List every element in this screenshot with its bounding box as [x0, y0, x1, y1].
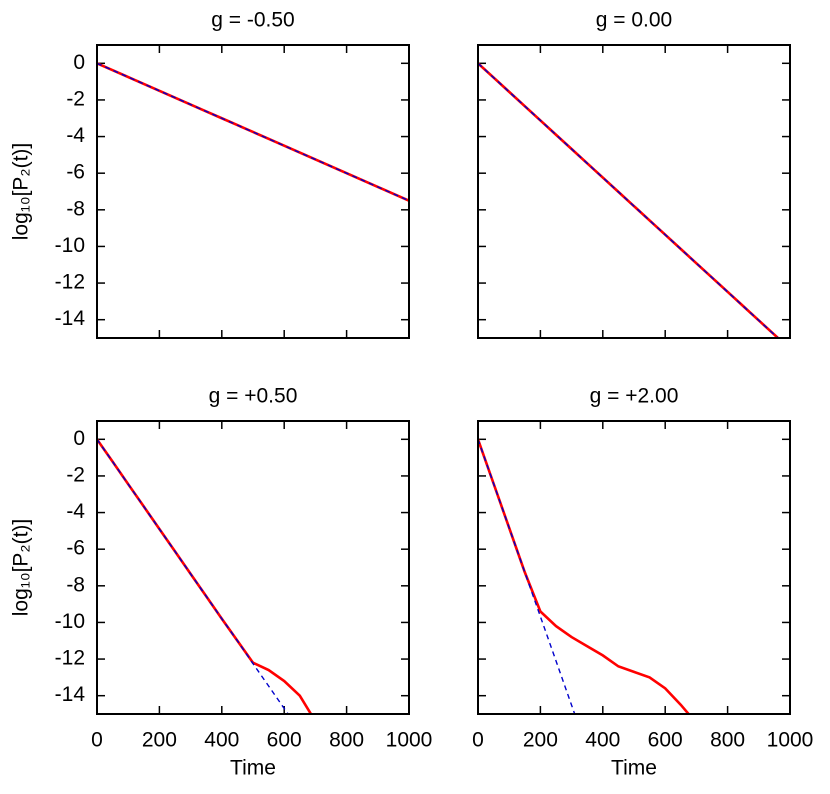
- y-tick-label: -2: [66, 463, 85, 486]
- y-tick-label: -14: [55, 307, 86, 330]
- y-tick-label: 0: [73, 51, 85, 74]
- panel: g = -0.50 log₁₀[P₂(t)] 0 -2 -4 -6 -8 -10 -12 -14: [10, 9, 410, 339]
- plot-frame: [96, 420, 410, 715]
- y-tick-label: -4: [66, 124, 85, 147]
- x-tick-label: 200: [142, 729, 177, 752]
- panel-title: g = +2.00: [590, 385, 679, 408]
- x-tick-label: 600: [267, 729, 302, 752]
- y-tick-label: -12: [55, 271, 85, 294]
- plot-frame: [477, 44, 791, 339]
- y-tick-label: -8: [66, 573, 85, 596]
- x-tick-label: 1000: [767, 729, 814, 752]
- y-tick-label: -4: [66, 500, 85, 523]
- x-tick-label: 200: [523, 729, 558, 752]
- data-line: [97, 62, 409, 202]
- y-axis-label: log₁₀[P₂(t)]: [10, 519, 33, 616]
- panel: g = 0.00: [477, 9, 791, 339]
- x-tick-label: 0: [91, 729, 103, 752]
- y-tick-label: -10: [55, 610, 85, 633]
- panel-title: g = 0.00: [596, 9, 672, 32]
- x-tick-label: 400: [204, 729, 239, 752]
- y-tick-label: -6: [66, 537, 85, 560]
- y-tick-label: -2: [66, 87, 85, 110]
- x-axis-label: Time: [611, 757, 657, 780]
- x-tick-label: 600: [648, 729, 683, 752]
- data-line: [478, 439, 576, 714]
- panel-title: g = +0.50: [209, 385, 298, 408]
- x-axis-label: Time: [230, 757, 276, 780]
- x-tick-label: 800: [329, 729, 364, 752]
- panel-title: g = -0.50: [211, 9, 294, 32]
- data-line: [478, 438, 691, 714]
- panel: g = +0.50 log₁₀[P₂(t)] Time 0 200 400 600 800 10…: [10, 385, 433, 780]
- y-tick-label: -8: [66, 197, 85, 220]
- x-tick-label: 800: [710, 729, 745, 752]
- x-tick-label: 0: [472, 729, 484, 752]
- y-tick-label: -10: [55, 234, 85, 257]
- data-line: [97, 438, 313, 714]
- plot-frame: [96, 44, 410, 339]
- y-tick-label: -6: [66, 161, 85, 184]
- x-tick-label: 1000: [386, 729, 433, 752]
- y-tick-label: 0: [73, 427, 85, 450]
- y-tick-label: -12: [55, 647, 85, 670]
- panel: g = +2.00 Time 0 200 400 600 800 1000: [472, 385, 813, 780]
- plot-frame: [477, 420, 791, 715]
- data-line: [478, 62, 780, 338]
- x-tick-label: 400: [585, 729, 620, 752]
- y-axis-label: log₁₀[P₂(t)]: [10, 143, 33, 240]
- y-tick-label: -14: [55, 683, 86, 706]
